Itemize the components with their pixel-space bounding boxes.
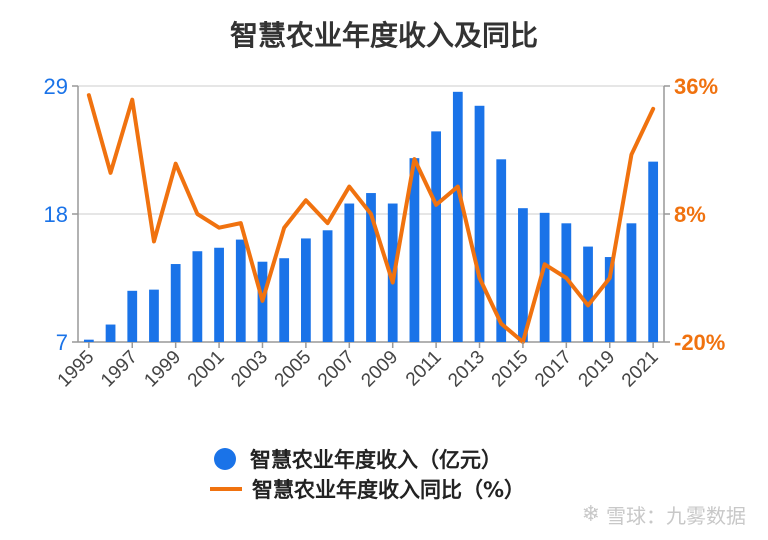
- x-tick-label: 2013: [444, 347, 489, 392]
- bar: [452, 91, 463, 343]
- bar: [431, 131, 441, 342]
- left-tick-label: 7: [56, 330, 68, 355]
- bar: [366, 193, 376, 342]
- bar: [170, 264, 181, 342]
- bar: [539, 212, 550, 342]
- bar: [149, 289, 159, 342]
- x-tick-label: 1997: [97, 347, 142, 392]
- bar: [648, 161, 659, 342]
- bar: [496, 159, 507, 342]
- bar: [583, 246, 593, 342]
- bar: [474, 105, 485, 342]
- x-tick-label: 2007: [314, 347, 359, 392]
- left-tick-label: 29: [44, 74, 68, 99]
- legend-line-marker: [210, 487, 242, 491]
- bar: [626, 223, 637, 342]
- bar: [192, 251, 203, 342]
- right-tick-label: 8%: [674, 202, 706, 227]
- bar: [279, 258, 290, 342]
- bar: [214, 247, 224, 342]
- x-tick-label: 2001: [184, 347, 229, 392]
- legend-label-yoy: 智慧农业年度收入同比（%）: [252, 478, 526, 502]
- bar: [235, 239, 246, 342]
- x-tick-label: 2003: [227, 347, 272, 392]
- legend-item-revenue: 智慧农业年度收入（亿元）: [210, 444, 525, 474]
- bar: [83, 339, 94, 342]
- bar: [301, 238, 311, 342]
- right-tick-label: -20%: [674, 330, 725, 355]
- x-tick-label: 2021: [618, 347, 663, 392]
- bar: [127, 290, 138, 342]
- legend-item-yoy: 智慧农业年度收入同比（%）: [210, 474, 525, 504]
- bar: [604, 257, 615, 342]
- bar: [105, 324, 116, 342]
- legend-bar-marker: [214, 448, 236, 470]
- x-tick-label: 2011: [402, 347, 446, 391]
- x-tick-label: 2017: [531, 347, 576, 392]
- chart-svg: 71829-20%8%36%19951997199920012003200520…: [44, 74, 726, 392]
- legend-label-revenue: 智慧农业年度收入（亿元）: [250, 448, 502, 472]
- left-tick-label: 18: [44, 202, 68, 227]
- bar: [518, 208, 528, 342]
- snowball-logo-icon: ❄: [581, 502, 600, 527]
- x-tick-label: 2005: [271, 347, 316, 392]
- x-tick-label: 1999: [140, 347, 185, 392]
- right-tick-label: 36%: [674, 74, 718, 99]
- bar: [344, 203, 355, 342]
- bar: [409, 158, 420, 342]
- watermark: ❄ 雪球：九雾数据: [582, 500, 746, 529]
- x-tick-label: 2019: [575, 347, 620, 392]
- x-tick-label: 2009: [357, 347, 402, 392]
- bar: [322, 230, 333, 342]
- watermark-text: 雪球：九雾数据: [606, 504, 746, 528]
- legend: 智慧农业年度收入（亿元） 智慧农业年度收入同比（%）: [210, 444, 525, 504]
- x-tick-label: 2015: [488, 347, 533, 392]
- chart-title: 智慧农业年度收入及同比: [229, 19, 538, 52]
- bar: [561, 223, 572, 342]
